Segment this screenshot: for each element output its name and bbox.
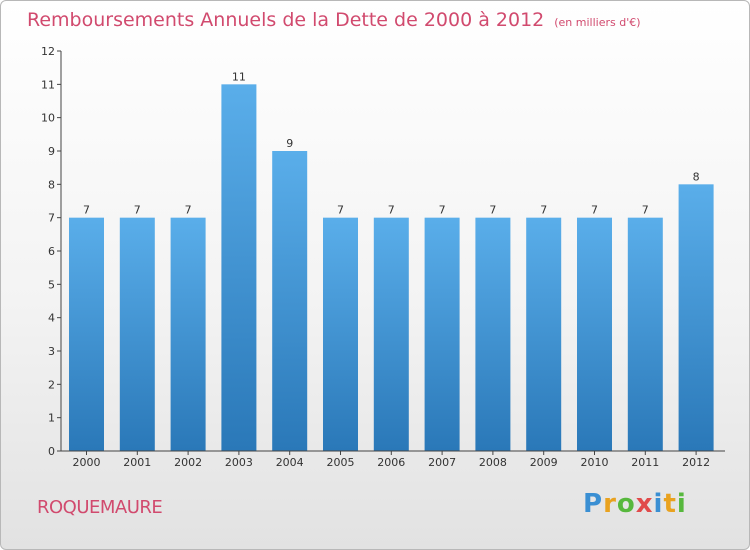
bar	[627, 217, 663, 451]
logo-letter: P	[583, 489, 604, 519]
bar-value-label: 7	[388, 204, 395, 217]
y-tick-label: 8	[48, 178, 55, 191]
bar	[475, 217, 511, 451]
y-tick-label: 12	[41, 45, 55, 58]
x-tick-label: 2008	[479, 456, 507, 469]
bar-value-label: 7	[540, 204, 547, 217]
bar-value-label: 7	[439, 204, 446, 217]
x-tick-label: 2003	[225, 456, 253, 469]
bar-value-label: 9	[286, 137, 293, 150]
y-tick-label: 0	[48, 445, 55, 458]
bar	[323, 217, 358, 451]
bar	[577, 217, 612, 451]
bar	[272, 151, 308, 451]
logo-letter: i	[653, 489, 664, 519]
proxiti-logo[interactable]: Proxiti	[583, 489, 687, 519]
bar-value-label: 7	[337, 204, 344, 217]
y-tick-label: 4	[48, 312, 55, 325]
logo-letter: t	[663, 489, 677, 519]
y-tick-label: 1	[48, 412, 55, 425]
y-tick-label: 10	[41, 112, 55, 125]
x-tick-label: 2006	[377, 456, 405, 469]
y-tick-label: 6	[48, 245, 55, 258]
bar-value-label: 8	[693, 170, 700, 183]
logo-letter: r	[603, 489, 617, 519]
chart-title: Remboursements Annuels de la Dette de 20…	[27, 9, 641, 31]
x-axis: 2000 2001 2002 2003 2004 2005 2006 2007 2008 2009…	[61, 450, 725, 469]
commune-name: ROQUEMAURE	[37, 497, 163, 518]
y-tick-label: 2	[48, 378, 55, 391]
x-tick-label: 2004	[276, 456, 304, 469]
bar	[678, 184, 714, 452]
bar-value-label: 7	[83, 204, 90, 217]
bar-value-label: 7	[591, 204, 598, 217]
y-tick-label: 9	[48, 145, 55, 158]
logo-letter: i	[676, 489, 687, 519]
x-tick-label: 2000	[73, 456, 101, 469]
y-tick-label: 5	[48, 278, 55, 291]
bar	[119, 217, 155, 451]
y-tick-label: 11	[41, 78, 55, 91]
y-tick-label: 7	[48, 212, 55, 225]
bars: 7 7 7 11 9 7 7 7 7 7 7 7 8	[69, 70, 714, 452]
x-tick-label: 2001	[123, 456, 151, 469]
bar	[170, 217, 206, 451]
bar	[373, 217, 409, 451]
x-tick-label: 2012	[682, 456, 710, 469]
x-tick-label: 2009	[530, 456, 558, 469]
x-tick-label: 2007	[428, 456, 456, 469]
bar-value-label: 7	[642, 204, 649, 217]
chart-unit: (en milliers d'€)	[554, 16, 641, 29]
bar	[424, 217, 460, 451]
bar-value-label: 7	[489, 204, 496, 217]
bar-value-label: 11	[232, 70, 246, 83]
chart-title-text: Remboursements Annuels de la Dette de 20…	[27, 9, 545, 31]
x-tick-label: 2010	[581, 456, 609, 469]
x-tick-label: 2005	[327, 456, 355, 469]
y-tick-label: 3	[48, 345, 55, 358]
bar	[526, 217, 562, 451]
bar-value-label: 7	[134, 204, 141, 217]
x-tick-label: 2002	[174, 456, 202, 469]
bar-value-label: 7	[185, 204, 192, 217]
bar	[221, 84, 257, 451]
bar	[69, 217, 104, 451]
logo-letter: x	[635, 489, 654, 519]
logo-letter: o	[616, 489, 636, 519]
x-tick-label: 2011	[631, 456, 659, 469]
